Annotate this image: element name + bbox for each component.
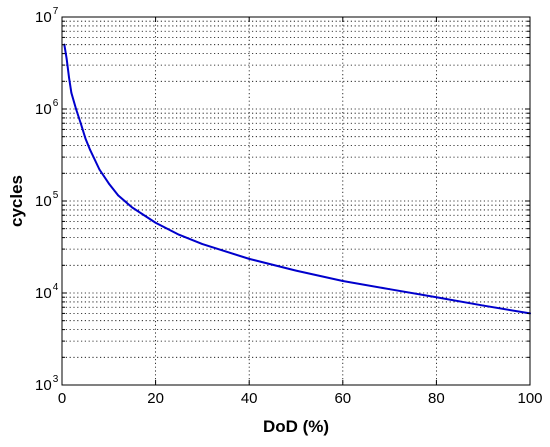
y-tick-label: 105 <box>35 190 59 210</box>
y-tick-label: 107 <box>35 6 59 26</box>
tick-marks <box>61 17 531 386</box>
plot-frame <box>61 16 531 386</box>
y-tick-label-exponent: 7 <box>53 6 59 17</box>
y-tick-label: 106 <box>35 98 59 118</box>
series-point <box>201 243 204 246</box>
series-point <box>89 148 91 151</box>
y-tick-label-base: 10 <box>35 101 52 118</box>
series-point <box>482 304 485 307</box>
series-point <box>388 288 391 291</box>
y-tick-label-base: 10 <box>35 377 52 394</box>
series-line <box>63 43 531 315</box>
y-tick-label-exponent: 4 <box>53 282 59 293</box>
series-point <box>178 233 180 236</box>
y-axis-label: cycles <box>7 175 26 227</box>
series-point <box>79 122 82 125</box>
x-tick-label: 80 <box>428 390 445 407</box>
series-layer <box>63 43 531 315</box>
y-tick-label-base: 10 <box>35 193 52 210</box>
x-axis-label: DoD (%) <box>263 417 329 436</box>
grid-lines <box>62 17 530 385</box>
series-point <box>70 91 73 94</box>
series-point <box>341 280 344 282</box>
y-tick-label-exponent: 3 <box>53 374 59 385</box>
y-tick-label-base: 10 <box>35 9 52 26</box>
y-tick-label-exponent: 5 <box>53 190 59 201</box>
x-tick-label: 40 <box>241 390 258 407</box>
series-point <box>75 108 77 110</box>
x-tick-label: 100 <box>517 390 542 407</box>
series-point <box>117 194 120 197</box>
y-tick-label-base: 10 <box>35 285 52 302</box>
x-tick-label: 20 <box>147 390 164 407</box>
series-point <box>84 137 87 140</box>
series-point <box>65 58 68 60</box>
series-point <box>131 206 134 209</box>
series-point <box>154 221 157 224</box>
series-point <box>248 257 251 260</box>
x-tick-label: 60 <box>334 390 351 407</box>
y-tick-label-exponent: 6 <box>53 98 59 109</box>
x-tick-labels: 0 20 40 60 80 100 <box>58 390 543 407</box>
x-tick-label: 0 <box>58 390 66 407</box>
y-tick-label: 104 <box>35 282 59 302</box>
series-point <box>107 182 110 185</box>
series-point <box>295 269 297 272</box>
series-point <box>98 168 101 171</box>
series-point <box>68 76 70 79</box>
series-point <box>435 296 438 299</box>
y-tick-label: 103 <box>35 374 59 394</box>
